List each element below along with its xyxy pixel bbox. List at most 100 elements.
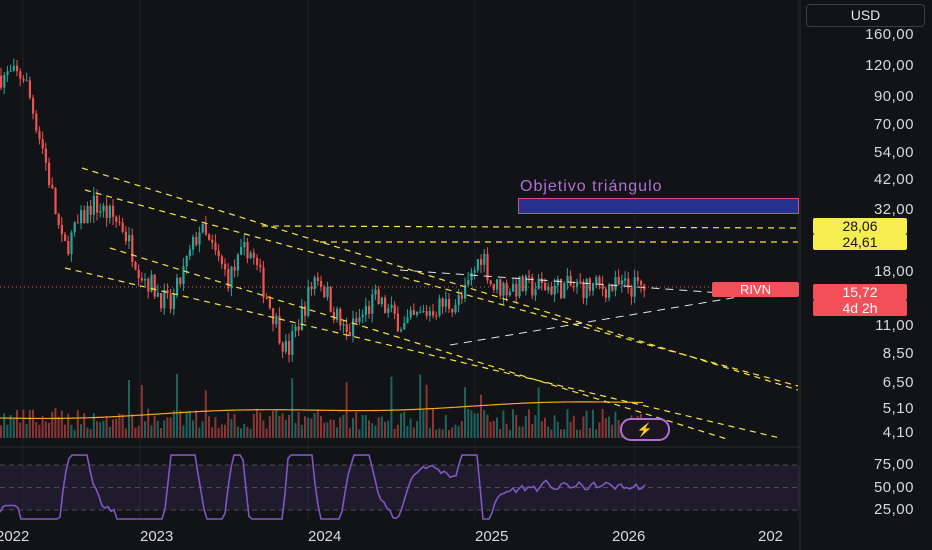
candle-body <box>131 235 134 262</box>
volume-bar <box>412 427 415 438</box>
volume-bar <box>326 422 329 438</box>
volume-bar <box>409 418 412 438</box>
candle-body <box>230 266 233 289</box>
volume-bar <box>224 424 226 438</box>
volume-bar <box>294 422 297 438</box>
channel-upper-line[interactable] <box>81 167 799 391</box>
candle-body <box>499 279 502 296</box>
candle-body <box>220 256 223 264</box>
candle-body <box>566 275 569 283</box>
volume-bar <box>76 410 79 438</box>
volume-bar <box>102 420 105 438</box>
candle-body <box>473 270 476 273</box>
price-axis-label: 70,00 <box>873 115 914 133</box>
volume-bar <box>99 422 102 438</box>
candle-body <box>108 205 111 219</box>
volume-bar <box>358 429 361 438</box>
candle-body <box>12 65 15 71</box>
channel-line-2[interactable] <box>84 189 799 387</box>
volume-bar <box>240 428 242 438</box>
candle-body <box>192 236 195 250</box>
volume-bar <box>70 424 73 438</box>
volume-bar <box>588 427 591 438</box>
candle-body <box>262 267 265 298</box>
volume-bar <box>592 409 594 438</box>
candle-body <box>96 195 99 213</box>
volume-bar <box>236 426 239 438</box>
volume-bar <box>332 419 335 438</box>
candle-body <box>54 188 57 214</box>
candle-body <box>227 269 230 289</box>
ticker-label: RIVN <box>712 282 799 297</box>
candle-body <box>172 294 175 309</box>
candle-body <box>601 284 604 290</box>
candle-body <box>630 288 633 297</box>
volume-bar <box>44 421 47 438</box>
candle-body <box>406 317 409 323</box>
volume-bar <box>483 409 486 438</box>
candle-body <box>134 261 137 270</box>
volume-bar <box>374 425 377 438</box>
candle-body <box>60 224 63 235</box>
channel-lower-line[interactable] <box>64 267 781 439</box>
volume-bar <box>25 423 28 438</box>
volume-bar <box>265 428 268 438</box>
volume-bar <box>112 419 114 438</box>
flash-icon[interactable]: ⚡ <box>620 418 670 441</box>
volume-bar <box>387 420 390 438</box>
target-zone[interactable] <box>518 198 799 214</box>
volume-bar <box>492 420 495 438</box>
volume-bar <box>329 419 332 438</box>
candle-body <box>620 280 623 285</box>
candle-body <box>364 306 367 315</box>
candle-body <box>432 311 435 316</box>
channel-line-3[interactable] <box>109 247 731 441</box>
rsi-line <box>0 454 646 520</box>
candle-body <box>48 162 51 186</box>
candle-body <box>425 311 428 316</box>
candle-body <box>144 278 147 281</box>
triangle-upper-line[interactable] <box>399 269 751 296</box>
candle-body <box>585 278 588 299</box>
triangle-lower-line[interactable] <box>449 294 751 346</box>
volume-bar <box>428 427 431 438</box>
candle-body <box>51 185 54 189</box>
volume-bar <box>601 408 604 438</box>
volume-bar <box>278 415 281 438</box>
volume-bar <box>355 412 358 438</box>
candle-body <box>464 284 467 299</box>
volume-moving-average <box>0 401 644 420</box>
candle-body <box>35 113 38 131</box>
volume-bar <box>544 417 546 438</box>
candle-body <box>163 290 166 309</box>
volume-bar <box>531 423 534 438</box>
volume-bar <box>214 417 217 438</box>
volume-bar <box>211 427 214 438</box>
candle-body <box>595 277 598 284</box>
volume-bar <box>499 429 502 438</box>
volume-bar <box>256 408 258 438</box>
candle-body <box>89 205 92 215</box>
candle-body <box>9 70 12 72</box>
candle-body <box>83 210 86 224</box>
volume-bar <box>160 427 162 438</box>
candle-body <box>521 276 524 292</box>
volume-bar <box>406 426 409 438</box>
candle-body <box>80 210 83 224</box>
resistance-high-line[interactable] <box>261 225 799 229</box>
currency-button[interactable]: USD <box>806 4 925 27</box>
volume-bar <box>448 429 450 438</box>
candle-body <box>211 239 214 243</box>
price-axis-label: 90,00 <box>873 88 914 106</box>
candle-body <box>531 277 534 296</box>
volume-bar <box>300 424 303 438</box>
candle-body <box>467 280 470 285</box>
volume-bar <box>179 410 182 438</box>
volume-bar <box>51 411 54 438</box>
time-axis-label: 2026 <box>612 528 646 545</box>
candle-body <box>422 311 425 313</box>
candle-body <box>502 283 505 296</box>
candle-body <box>556 279 559 286</box>
volume-bar <box>416 421 418 438</box>
